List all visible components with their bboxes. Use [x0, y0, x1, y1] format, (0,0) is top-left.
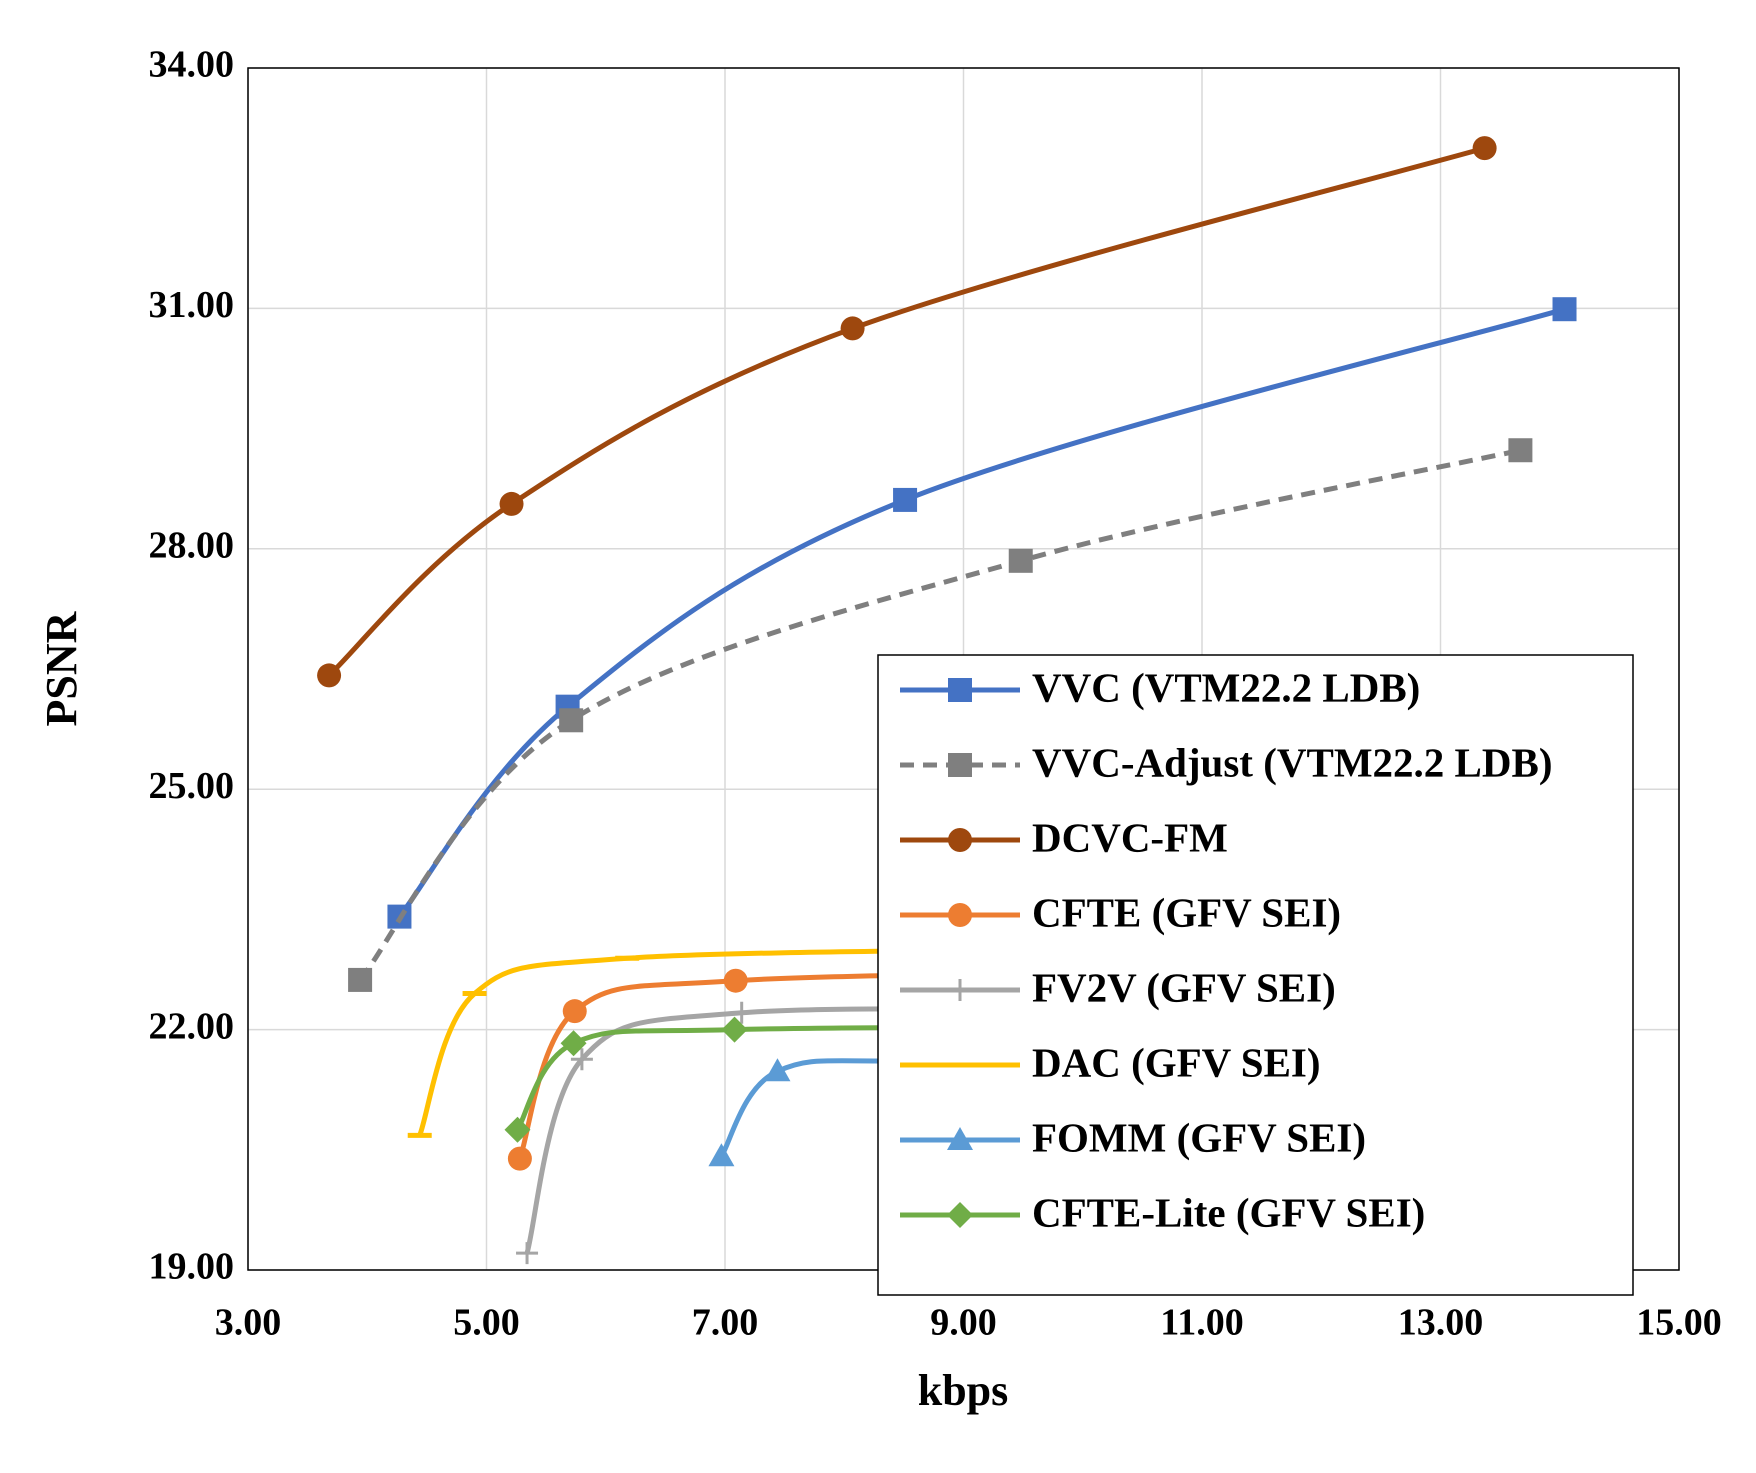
data-point	[1508, 438, 1533, 463]
data-point	[1472, 136, 1497, 161]
legend-label: FOMM (GFV SEI)	[1032, 1114, 1366, 1160]
data-point	[721, 1016, 748, 1043]
data-point	[516, 1242, 539, 1265]
legend: VVC (VTM22.2 LDB) VVC-Adjust (VTM22.2 LDB…	[877, 654, 1634, 1296]
x-tick-label: 11.00	[1160, 1302, 1243, 1344]
y-tick-label: 19.00	[149, 1246, 235, 1288]
data-point	[764, 1058, 791, 1082]
y-tick-label: 28.00	[149, 525, 235, 567]
data-point	[570, 1048, 593, 1071]
data-point	[559, 708, 584, 733]
legend-marker	[947, 1127, 973, 1150]
data-point	[723, 968, 748, 993]
series-line	[327, 145, 1486, 678]
legend-marker	[947, 1202, 973, 1228]
x-tick-label: 7.00	[692, 1302, 759, 1344]
series	[348, 438, 1533, 992]
data-point	[708, 1143, 735, 1167]
data-point	[730, 1001, 753, 1024]
y-tick-label: 31.00	[149, 284, 235, 326]
data-point	[562, 999, 587, 1024]
legend-label: CFTE-Lite (GFV SEI)	[1032, 1189, 1425, 1235]
data-point	[507, 1146, 532, 1171]
legend-label: VVC-Adjust (VTM22.2 LDB)	[1032, 739, 1552, 785]
legend-label: CFTE (GFV SEI)	[1032, 889, 1341, 935]
x-tick-label: 13.00	[1398, 1302, 1484, 1344]
data-point	[893, 487, 918, 512]
legend-box	[877, 654, 1634, 1296]
data-point	[504, 1116, 531, 1143]
legend-marker	[948, 753, 972, 777]
y-tick-label: 22.00	[149, 1005, 235, 1047]
data-point	[317, 663, 342, 688]
y-axis-label: PSNR	[37, 610, 86, 726]
x-tick-label: 5.00	[453, 1302, 520, 1344]
data-point	[840, 316, 865, 341]
legend-label: FV2V (GFV SEI)	[1032, 964, 1336, 1010]
data-point	[348, 967, 373, 992]
series-line	[358, 447, 1521, 982]
data-point	[560, 1030, 587, 1057]
legend-marker	[948, 678, 972, 702]
y-tick-label: 34.00	[149, 44, 235, 86]
x-axis-label: kbps	[918, 1366, 1009, 1415]
legend-label: DCVC-FM	[1032, 814, 1228, 860]
x-tick-label: 3.00	[215, 1302, 282, 1344]
series	[317, 136, 1497, 688]
legend-label: DAC (GFV SEI)	[1032, 1039, 1321, 1085]
data-point	[1552, 297, 1577, 322]
data-point	[1008, 548, 1033, 573]
series	[387, 297, 1577, 929]
x-tick-label: 15.00	[1636, 1302, 1722, 1344]
legend-marker	[948, 828, 972, 852]
x-tick-label: 9.00	[930, 1302, 997, 1344]
legend-marker	[948, 903, 972, 927]
legend-label: VVC (VTM22.2 LDB)	[1032, 664, 1420, 710]
data-point	[499, 491, 524, 516]
y-tick-label: 25.00	[149, 765, 235, 807]
legend-marker	[949, 979, 971, 1001]
series-line	[397, 306, 1566, 919]
